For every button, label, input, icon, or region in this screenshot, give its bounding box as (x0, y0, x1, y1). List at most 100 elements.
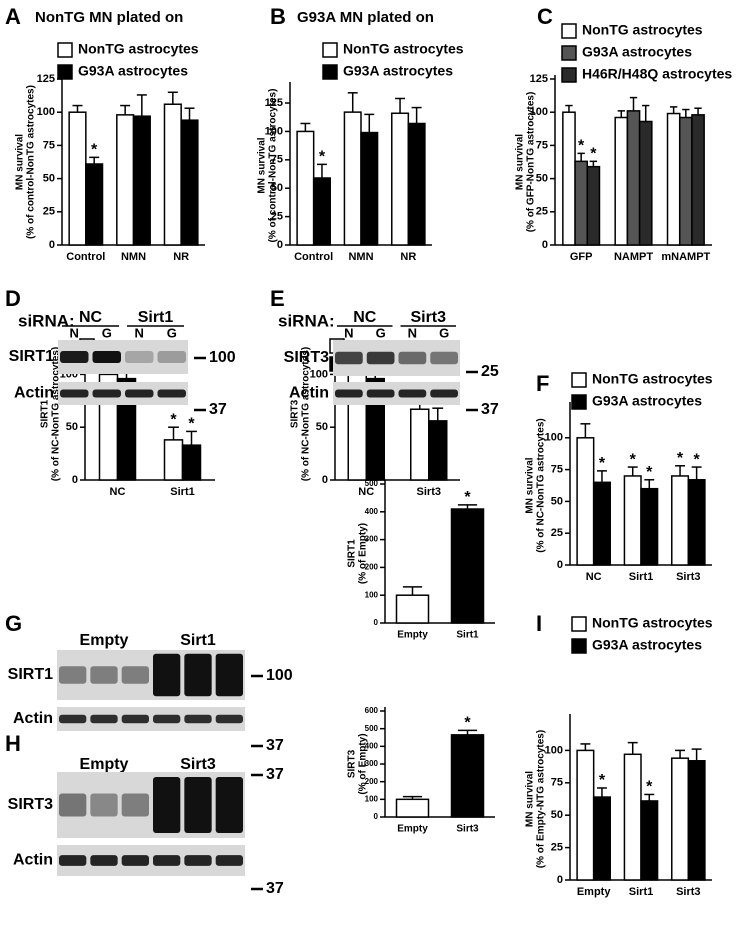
blot-band (59, 714, 87, 724)
x-tick-label: NR (173, 251, 189, 263)
blot-band (215, 855, 243, 866)
bar (391, 112, 410, 246)
size-marker: 100 (266, 667, 293, 684)
y-tick-label: 25 (536, 206, 548, 218)
bar (574, 160, 589, 246)
y-tick-label: 300 (365, 535, 379, 544)
row-label: SIRT1 (8, 666, 53, 683)
chart-title: NonTG MN plated on (35, 9, 183, 26)
significance-marker: * (464, 489, 471, 506)
significance-marker: * (91, 142, 98, 159)
significance-marker: * (630, 451, 637, 468)
blot-band (184, 776, 212, 834)
y-tick-label: 0 (557, 559, 563, 571)
bar (407, 122, 426, 246)
y-tick-label: 25 (271, 211, 283, 223)
bar (586, 165, 601, 246)
significance-marker: * (578, 138, 585, 155)
row-label: SIRT3 (284, 349, 329, 366)
y-tick-label: 600 (365, 706, 379, 715)
blot-band (215, 776, 243, 834)
lane-label: N (135, 325, 144, 340)
bar (450, 734, 485, 818)
y-tick-label: 50 (551, 809, 563, 821)
blot-band (215, 653, 243, 697)
bar (296, 130, 315, 246)
blot-band (335, 389, 363, 398)
blot-band (121, 666, 149, 684)
significance-marker: * (646, 464, 653, 481)
y-tick-label: 0 (72, 474, 78, 486)
western-blot: G Empty Sirt1 SIRT1 Actin 100 37 (5, 611, 293, 754)
blot-band (153, 653, 181, 697)
x-tick-label: NMN (121, 251, 146, 263)
significance-marker: * (599, 772, 606, 789)
bar (687, 479, 706, 566)
y-tick-label: 100 (545, 432, 563, 444)
blot-band (90, 855, 118, 866)
legend-swatch (571, 616, 587, 632)
panel-letter: I (536, 611, 542, 636)
legend-label: G93A astrocytes (592, 393, 702, 409)
y-axis-label: (% of NC-NonTG astrocytes) (301, 347, 312, 481)
lane-label: G (439, 325, 449, 340)
bar (450, 508, 485, 624)
blot-band (59, 855, 87, 866)
x-tick-label: NC (358, 486, 374, 498)
group-label: Sirt1 (180, 632, 216, 649)
legend-swatch (571, 394, 587, 410)
x-tick-label: mNAMPT (661, 251, 710, 263)
bar (85, 163, 104, 246)
bar (671, 757, 690, 881)
bar (576, 749, 595, 881)
row-label: SIRT1 (9, 348, 54, 365)
blot-band (92, 351, 121, 363)
y-tick-label: 50 (271, 182, 283, 194)
blot-membrane (57, 845, 245, 876)
y-tick-label: 50 (43, 173, 55, 185)
y-axis-label: (% of NC-NonTG astrocytes) (536, 418, 547, 552)
significance-marker: * (590, 146, 597, 163)
bar (163, 439, 184, 481)
y-tick-label: 100 (310, 368, 328, 380)
blot-band (125, 389, 154, 398)
y-tick-label: 25 (551, 527, 563, 539)
bar (640, 487, 659, 566)
bar-chart: SIRT1 (% of Empty) 0 100 200 300 400 500 Empty Si… (347, 479, 495, 641)
size-marker: 37 (266, 766, 284, 783)
legend-label: G93A astrocytes (78, 63, 188, 79)
legend-swatch (571, 638, 587, 654)
significance-marker: * (677, 450, 684, 467)
bar-chart: A NonTG MN plated on MN survival (% of cont… (5, 4, 205, 263)
legend-swatch (322, 64, 338, 80)
blot-membrane (57, 772, 245, 838)
panel-letter: H (5, 731, 21, 756)
bar-chart: C MN survival (% of GFP-NonTG astrocytes) 0… (515, 4, 733, 263)
blot-band (366, 389, 395, 398)
y-tick-label: 125 (265, 97, 283, 109)
bar (671, 475, 690, 566)
group-label: Sirt1 (138, 309, 174, 326)
bar (687, 760, 706, 881)
y-axis-label: SIRT1 (347, 539, 358, 568)
y-tick-label: 50 (316, 421, 328, 433)
bar-chart: SIRT3 (% of Empty) 0 100 200 300 400 500 600 Empt… (347, 706, 495, 835)
blot-band (430, 389, 458, 398)
bar (395, 798, 430, 818)
bar (623, 753, 642, 881)
blot-band (335, 351, 363, 365)
legend-swatch (322, 42, 338, 58)
bar (638, 120, 653, 246)
x-tick-label: Control (294, 251, 333, 263)
lane-label: N (344, 325, 353, 340)
y-tick-label: 100 (530, 106, 548, 118)
legend-label: NonTG astrocytes (343, 41, 464, 57)
size-marker: 37 (481, 401, 499, 418)
y-tick-label: 75 (271, 154, 283, 166)
x-tick-label: Empty (397, 824, 428, 835)
y-tick-label: 500 (365, 724, 379, 733)
bar (410, 408, 430, 481)
blot-membrane (333, 382, 460, 405)
